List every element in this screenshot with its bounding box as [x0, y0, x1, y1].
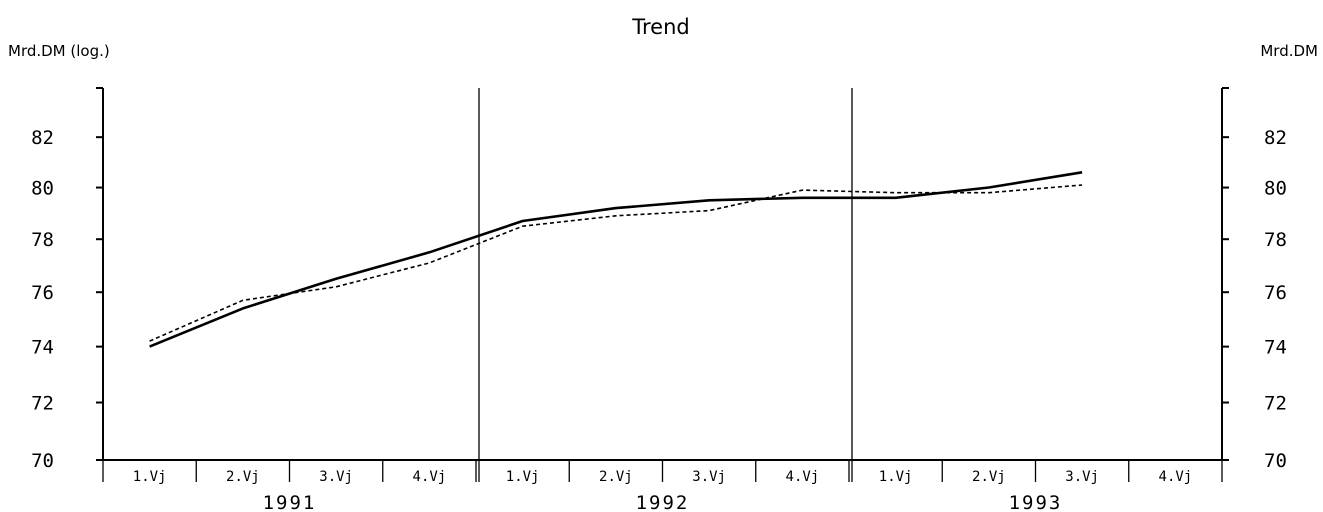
x-quarter-label: 3.Vj: [319, 469, 353, 485]
series-lines: [149, 171, 1083, 348]
y-tick-label-left: 82: [31, 127, 54, 149]
x-quarter-label: 3.Vj: [692, 469, 726, 485]
x-year-label: 1992: [636, 492, 690, 512]
x-quarter-label: 1.Vj: [879, 469, 913, 485]
right-axis-unit-label: Mrd.DM: [1260, 42, 1318, 60]
y-tick-label-left: 76: [31, 282, 54, 304]
y-tick-label-right: 78: [1264, 229, 1287, 251]
x-year-label: 1991: [263, 492, 317, 512]
series-line-dashed: [149, 184, 1083, 342]
x-year-label: 1993: [1009, 492, 1063, 512]
y-tick-label-left: 80: [31, 178, 54, 200]
x-quarter-label: 2.Vj: [972, 469, 1006, 485]
x-quarter-label: 4.Vj: [413, 469, 447, 485]
y-tick-label-right: 72: [1264, 393, 1287, 415]
x-quarter-label: 3.Vj: [1065, 469, 1099, 485]
y-tick-label-right: 74: [1264, 337, 1287, 359]
x-quarter-label: 4.Vj: [1159, 469, 1193, 485]
series-line-solid: [149, 171, 1083, 348]
x-quarter-label: 2.Vj: [599, 469, 633, 485]
right-y-ticks: 70 72 74 76 78 80 82: [1222, 87, 1287, 472]
y-tick-label-right: 76: [1264, 282, 1287, 304]
x-ticks: 1.Vj 2.Vj 3.Vj 4.Vj 1.Vj 2.Vj 3.Vj 4.Vj 1.Vj 2.Vj…: [102, 460, 1223, 512]
x-quarter-label: 1.Vj: [133, 469, 167, 485]
y-tick-label-left: 74: [31, 337, 54, 359]
y-tick-label-right: 70: [1264, 450, 1287, 472]
chart-title: Trend: [631, 15, 689, 39]
y-tick-label-left: 72: [31, 393, 54, 415]
y-tick-label-right: 82: [1264, 127, 1287, 149]
x-quarter-label: 2.Vj: [226, 469, 260, 485]
y-tick-label-right: 80: [1264, 178, 1287, 200]
y-tick-label-left: 70: [31, 450, 54, 472]
y-tick-label-left: 78: [31, 229, 54, 251]
left-axis-unit-label: Mrd.DM (log.): [8, 42, 110, 60]
left-y-ticks: 70 72 74 76 78 80 82: [31, 87, 103, 472]
x-quarter-label: 4.Vj: [786, 469, 820, 485]
x-quarter-label: 1.Vj: [506, 469, 540, 485]
